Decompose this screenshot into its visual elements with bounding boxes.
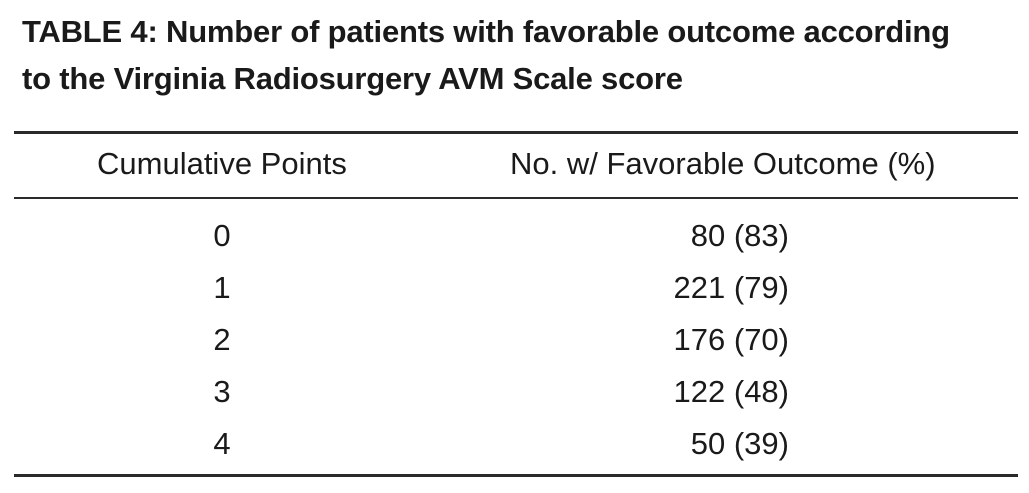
table-header-rule — [14, 197, 1018, 199]
table-row: 2 176 (70) — [0, 317, 1029, 369]
table-row: 1 221 (79) — [0, 265, 1029, 317]
cell-cumulative-points: 1 — [213, 270, 231, 305]
column-header-cumulative-points: Cumulative Points — [97, 146, 347, 181]
table-row: 0 80 (83) — [0, 213, 1029, 265]
table-caption-line-2: to the Virginia Radiosurgery AVM Scale s… — [22, 61, 683, 96]
table-row: 4 50 (39) — [0, 421, 1029, 473]
cell-cumulative-points: 3 — [213, 374, 231, 409]
cell-cumulative-points: 0 — [213, 218, 231, 253]
column-header-favorable-outcome: No. w/ Favorable Outcome (%) — [510, 146, 936, 181]
table-top-rule — [14, 131, 1018, 134]
table-row: 3 122 (48) — [0, 369, 1029, 421]
cell-favorable-outcome: 122 (48) — [673, 374, 789, 409]
table-bottom-rule — [14, 474, 1018, 477]
cell-favorable-outcome: 50 (39) — [690, 426, 789, 461]
cell-favorable-outcome: 176 (70) — [673, 322, 789, 357]
cell-cumulative-points: 2 — [213, 322, 231, 357]
cell-favorable-outcome: 221 (79) — [673, 270, 789, 305]
cell-cumulative-points: 4 — [213, 426, 231, 461]
cell-favorable-outcome: 80 (83) — [690, 218, 789, 253]
table-caption: TABLE 4: Number of patients with favorab… — [22, 8, 1012, 102]
table-caption-line-1: TABLE 4: Number of patients with favorab… — [22, 14, 950, 49]
